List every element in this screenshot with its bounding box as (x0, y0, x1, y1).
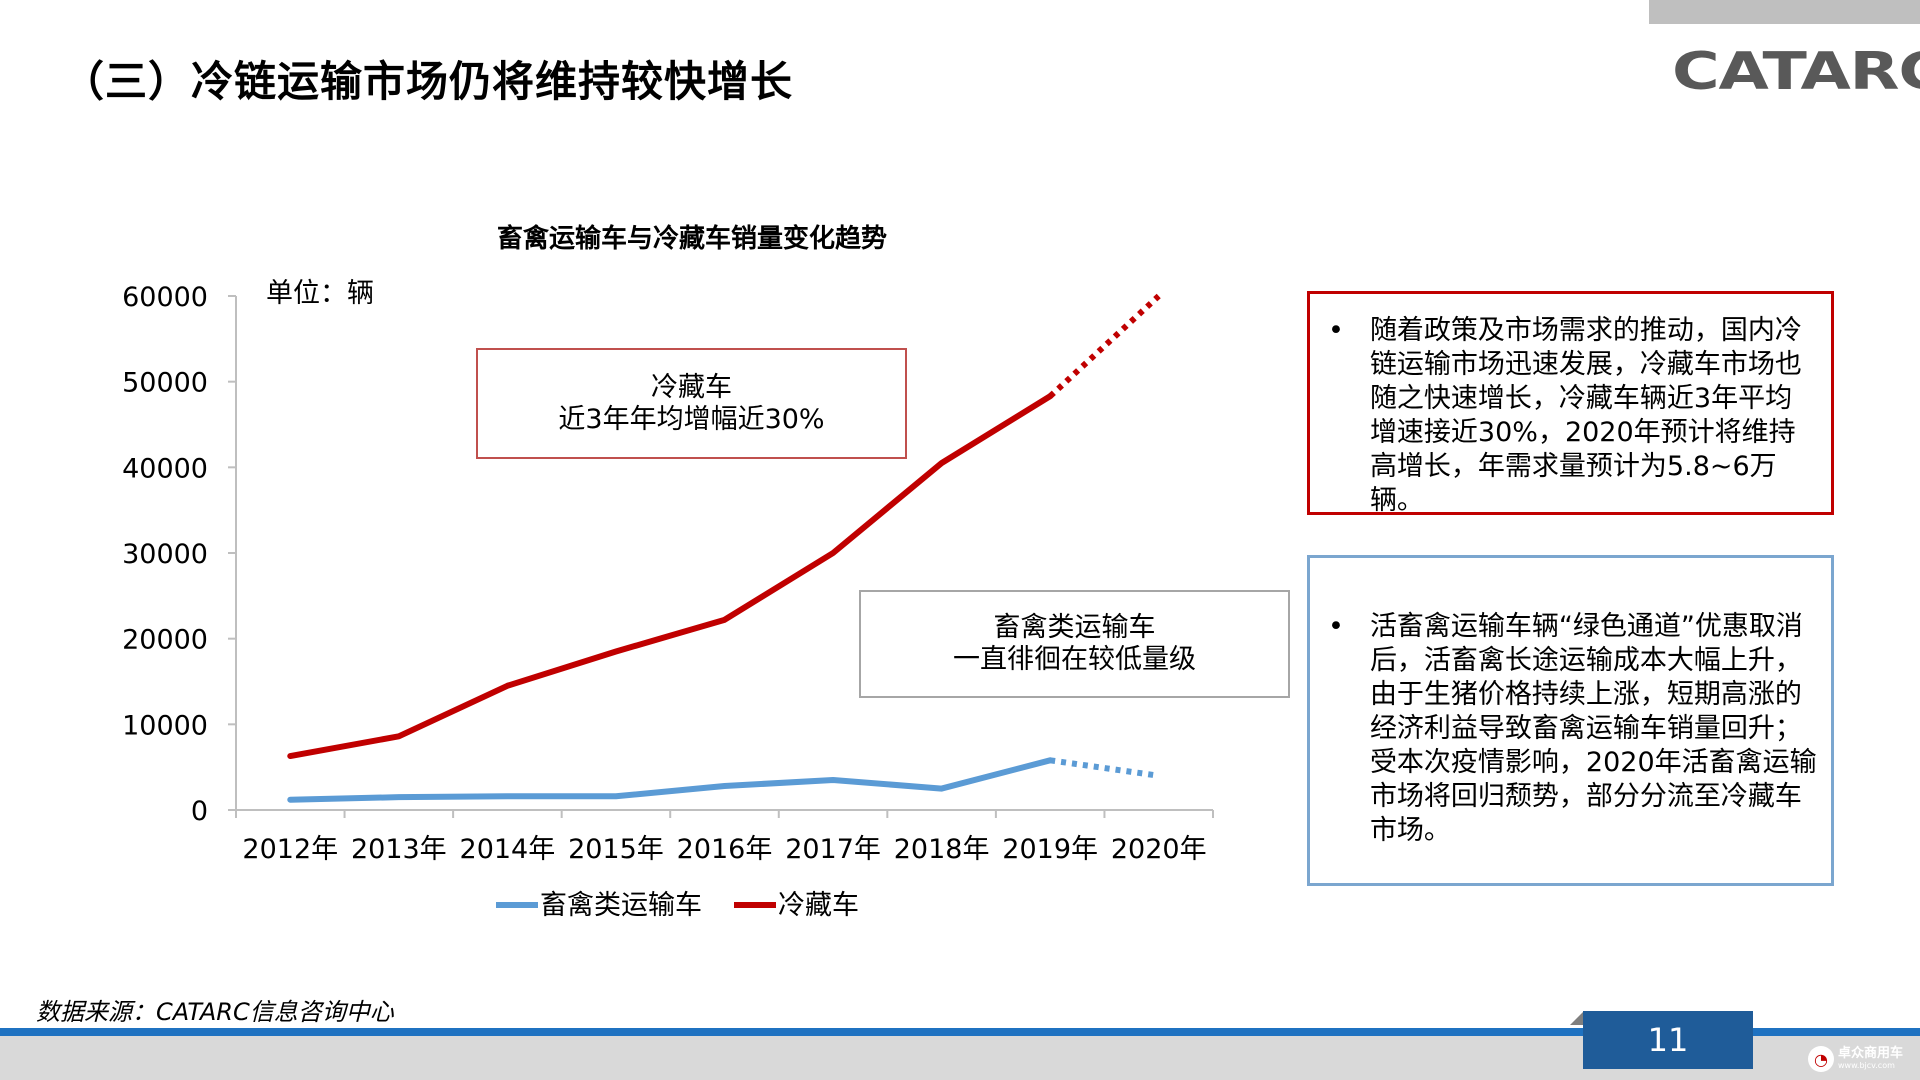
cold-chain-projection-line (1048, 293, 1161, 399)
cold-chain-series-line (287, 393, 1054, 760)
livestock-projection-line (1049, 757, 1160, 779)
y-tick-label: 0 (191, 796, 208, 827)
x-axis: 2012年 2013年 2014年 2015年 2016年 2017年 2018年 2019年… (235, 809, 1214, 865)
y-tick-label: 60000 (122, 282, 208, 313)
page-title: （三）冷链运输市场仍将维持较快增长 (62, 57, 794, 106)
unit-label: 单位：辆 (266, 278, 374, 309)
x-tick-label: 2013年 (351, 834, 447, 865)
data-source-note: 数据来源：CATARC信息咨询中心 (36, 998, 394, 1026)
livestock-series-line (287, 757, 1054, 803)
x-tick-label: 2015年 (568, 834, 664, 865)
footer-blue-line (0, 1028, 1920, 1036)
livestock-legend-label: 畜禽类运输车 (540, 890, 702, 921)
watermark-url: www.bjcv.com (1838, 1061, 1895, 1070)
y-tick-label: 20000 (122, 625, 208, 656)
top-accent-bar (1649, 0, 1920, 24)
cold-chain-legend-label: 冷藏车 (778, 890, 859, 921)
y-tick-label: 30000 (122, 539, 208, 570)
page-number: 11 (1583, 1011, 1753, 1069)
watermark: ◔ 卓众商用车 www.bjcv.com (1808, 1042, 1916, 1076)
watermark-name: 卓众商用车 (1838, 1046, 1904, 1061)
cold-chain-summary-box: • 随着政策及市场需求的推动，国内冷链运输市场迅速发展，冷藏车市场也随之快速增长… (1307, 291, 1834, 516)
watermark-logo-icon: ◔ (1808, 1046, 1834, 1072)
x-tick-label: 2019年 (1002, 834, 1098, 865)
x-tick-label: 2014年 (460, 834, 556, 865)
x-tick-label: 2016年 (677, 834, 773, 865)
sales-trend-chart: 畜禽运输车与冷藏车销量变化趋势 单位：辆 0 10000 20000 30000 400… (122, 223, 1214, 921)
livestock-callout-note: 一直徘徊在较低量级 (953, 644, 1196, 675)
cold-callout-title: 冷藏车 (651, 371, 732, 403)
cold-chain-summary-text: 随着政策及市场需求的推动，国内冷链运输市场迅速发展，冷藏车市场也随之快速增长，冷… (1369, 315, 1802, 516)
bullet-dot: • (1328, 611, 1344, 642)
x-tick-label: 2017年 (785, 834, 881, 865)
cold-callout-growth: 近3年年均增幅近30% (558, 403, 825, 435)
x-tick-label: 2020年 (1111, 834, 1207, 865)
livestock-callout-title: 畜禽类运输车 (993, 612, 1156, 643)
page-tab-corner (1570, 1011, 1584, 1025)
series-layer (287, 293, 1161, 803)
y-tick-label: 40000 (122, 453, 208, 484)
x-tick-label: 2018年 (894, 834, 990, 865)
bullet-dot: • (1328, 315, 1344, 346)
cold-chain-callout: 冷藏车 近3年年均增幅近30% (476, 348, 907, 459)
livestock-summary-text: 活畜禽运输车辆“绿色通道”优惠取消后，活畜禽长途运输成本大幅上升，由于生猪价格持… (1369, 611, 1817, 846)
y-tick-label: 10000 (122, 710, 208, 741)
y-axis: 0 10000 20000 30000 40000 50000 60000 (122, 282, 237, 827)
x-tick-label: 2012年 (242, 834, 338, 865)
livestock-callout: 畜禽类运输车 一直徘徊在较低量级 (859, 590, 1290, 698)
y-tick-label: 50000 (122, 368, 208, 399)
legend: 畜禽类运输车 冷藏车 (496, 890, 859, 921)
chart-title: 畜禽运输车与冷藏车销量变化趋势 (497, 223, 887, 254)
livestock-summary-box: • 活畜禽运输车辆“绿色通道”优惠取消后，活畜禽长途运输成本大幅上升，由于生猪价… (1307, 555, 1834, 886)
catarc-logo: CATARC (1672, 42, 1920, 102)
